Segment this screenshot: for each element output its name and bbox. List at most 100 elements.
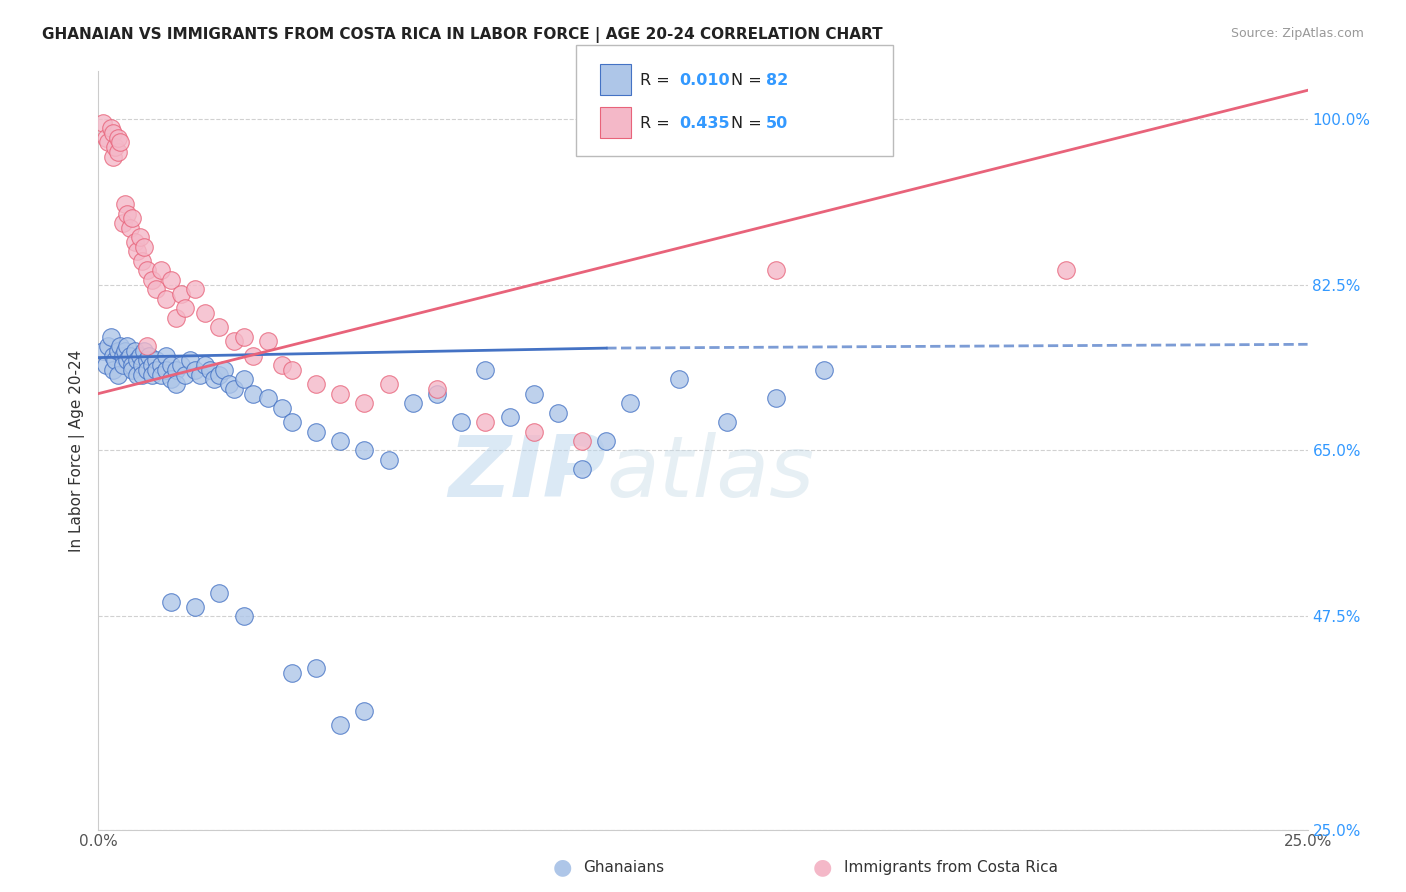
Point [474,415,496,429]
Point [94,358,117,372]
Point [155,292,177,306]
Point [242,386,264,401]
Point [138,349,160,363]
Point [118,349,141,363]
Point [353,396,375,410]
Point [426,386,449,401]
Point [111,216,134,230]
Point [450,415,472,429]
Point [124,343,146,358]
Point [121,211,143,226]
Text: N =: N = [731,116,768,130]
Point [128,349,150,363]
Point [127,244,149,259]
Point [141,358,163,372]
Point [91,116,114,130]
Point [1054,263,1077,277]
Point [668,372,690,386]
Point [232,609,254,624]
Point [256,334,278,349]
Point [595,434,617,448]
Point [107,145,129,159]
Text: ●: ● [553,857,572,877]
Text: 0.010: 0.010 [679,73,730,87]
Point [124,235,146,249]
Point [571,462,593,476]
Point [160,358,183,372]
Point [101,363,124,377]
Point [100,121,122,136]
Point [547,405,569,419]
Point [91,343,114,358]
Point [97,136,120,150]
Point [402,396,425,410]
Point [184,282,207,296]
Point [208,368,231,382]
Point [101,349,124,363]
Point [305,661,328,675]
Text: ZIP: ZIP [449,432,606,515]
Point [184,599,207,614]
Point [305,425,328,439]
Point [765,392,787,406]
Point [256,392,278,406]
Point [131,368,153,382]
Point [117,206,139,220]
Point [169,358,191,372]
Point [155,363,177,377]
Point [474,363,496,377]
Point [377,377,399,392]
Text: GHANAIAN VS IMMIGRANTS FROM COSTA RICA IN LABOR FORCE | AGE 20-24 CORRELATION CH: GHANAIAN VS IMMIGRANTS FROM COSTA RICA I… [42,27,883,43]
Point [160,372,183,386]
Point [377,453,399,467]
Point [131,253,153,268]
Point [222,334,245,349]
Point [141,273,163,287]
Point [145,353,167,368]
Text: ●: ● [813,857,832,877]
Point [150,358,173,372]
Text: Ghanaians: Ghanaians [583,860,665,874]
Point [212,363,235,377]
Point [198,363,221,377]
Point [305,377,328,392]
Point [222,382,245,396]
Point [329,434,352,448]
Point [329,718,352,732]
Point [208,585,231,599]
Y-axis label: In Labor Force | Age 20-24: In Labor Force | Age 20-24 [69,350,84,551]
Point [188,368,211,382]
Point [571,434,593,448]
Point [121,363,143,377]
Point [134,240,156,254]
Point [204,372,226,386]
Point [111,358,134,372]
Point [232,372,254,386]
Point [94,130,117,145]
Point [169,287,191,301]
Point [329,386,352,401]
Point [165,377,187,392]
Point [281,666,304,681]
Text: 82: 82 [766,73,789,87]
Point [426,382,449,396]
Point [218,377,240,392]
Text: Source: ZipAtlas.com: Source: ZipAtlas.com [1230,27,1364,40]
Text: atlas: atlas [606,432,814,515]
Point [194,358,217,372]
Point [174,301,197,316]
Point [117,339,139,353]
Point [127,368,149,382]
Point [145,282,167,296]
Point [107,343,129,358]
Point [141,368,163,382]
Point [134,343,156,358]
Point [242,349,264,363]
Point [271,358,294,372]
Point [145,363,167,377]
Text: R =: R = [640,116,675,130]
Point [107,130,129,145]
Point [353,704,375,718]
Point [281,415,304,429]
Point [108,136,131,150]
